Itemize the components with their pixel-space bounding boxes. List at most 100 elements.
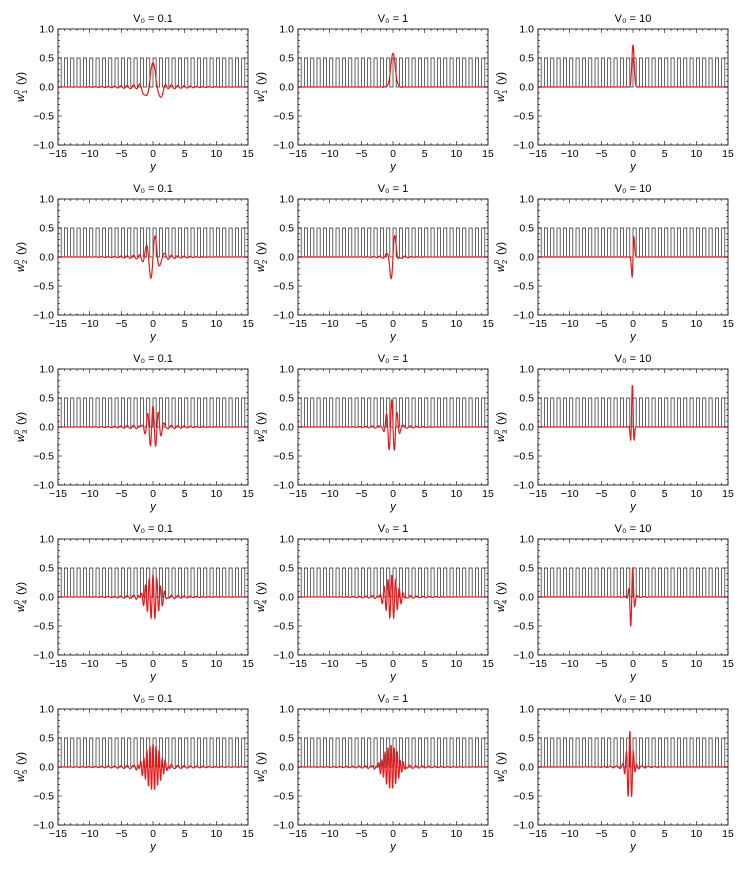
y-label-sub: 2 [500,260,509,264]
y-tick-label: 1.0 [39,534,54,546]
x-tick-label: 5 [662,828,668,840]
y-label-sub: 4 [20,600,29,604]
x-tick-label: −5 [355,828,367,840]
x-tick-label: −5 [595,658,607,670]
panel-title: V₀ = 1 [378,13,409,25]
y-tick-label: 1.0 [519,364,534,376]
y-label-base: w [495,263,507,272]
x-tick-label: 0 [150,828,156,840]
x-tick-label: −10 [81,318,99,330]
panel-r1c2: −15 −10 −5 0 5 10 15 −1.0 −0.5 0.0 0.5 1.0 V₀ = 10 y w… [492,183,734,343]
x-tick-label: −15 [49,148,67,160]
x-axis-label: y [389,671,397,683]
x-tick-label: −5 [115,658,127,670]
y-tick-label: 0.0 [519,252,534,264]
y-label-tail: (y) [15,582,27,598]
y-tick-label: 0.5 [519,563,534,575]
x-tick-label: 5 [662,658,668,670]
y-tick-label: −1.0 [513,480,534,492]
x-tick-label: 0 [150,318,156,330]
x-tick-label: −10 [321,828,339,840]
y-tick-label: 0.0 [279,82,294,94]
y-axis-label: w20 (y) [12,242,29,272]
x-tick-label: 5 [422,658,428,670]
y-tick-label: 1.0 [39,704,54,716]
y-tick-label: −0.5 [273,791,294,803]
x-tick-label: −5 [595,148,607,160]
panel-title: V₀ = 0.1 [133,523,173,535]
x-tick-label: 0 [390,488,396,500]
x-tick-label: −10 [321,318,339,330]
potential-line [58,397,248,428]
x-axis-label: y [389,331,397,343]
y-label-tail: (y) [495,582,507,598]
y-tick-label: −1.0 [273,480,294,492]
y-tick-label: −0.5 [513,791,534,803]
wannier-line [538,385,728,442]
y-axis-label: w30 (y) [12,412,29,442]
y-label-sup: 0 [492,600,501,604]
x-tick-label: 5 [182,488,188,500]
panel-title: V₀ = 1 [378,183,409,195]
x-tick-label: 10 [450,658,462,670]
y-label-tail: (y) [495,72,507,88]
y-label-sub: 5 [500,770,509,774]
y-tick-label: 1.0 [39,364,54,376]
y-tick-label: 0.0 [519,592,534,604]
y-tick-label: −0.5 [33,791,54,803]
wannier-line [298,52,488,88]
x-tick-label: 0 [390,148,396,160]
x-axis-label: y [149,331,157,343]
x-tick-label: 15 [242,318,254,330]
y-label-base: w [255,603,267,612]
x-tick-label: −5 [355,488,367,500]
y-label-sup: 0 [12,430,21,434]
x-tick-label: −15 [49,658,67,670]
y-label-sup: 0 [12,770,21,774]
y-tick-label: 0.5 [279,733,294,745]
y-tick-label: −1.0 [513,310,534,322]
y-tick-label: 0.5 [519,393,534,405]
x-tick-label: 10 [210,828,222,840]
y-label-sup: 0 [12,600,21,604]
wannier-line [58,572,248,621]
y-axis-label: w10 (y) [252,72,269,102]
y-label-tail: (y) [15,752,27,768]
y-tick-label: 1.0 [519,704,534,716]
x-tick-label: −5 [595,828,607,840]
panel-r1c0: −15 −10 −5 0 5 10 15 −1.0 −0.5 0.0 0.5 1.0 V₀ = 0.1 y… [12,183,254,343]
y-tick-label: 0.5 [279,223,294,235]
panel-title: V₀ = 1 [378,523,409,535]
x-axis-label: y [629,161,637,173]
panel-r4c0: −15 −10 −5 0 5 10 15−1.0−0.50.00.51.0V₀ = 0.1y… [12,693,254,853]
wannier-line [538,235,728,279]
y-label-base: w [495,433,507,442]
y-label-tail: (y) [495,242,507,258]
x-tick-label: 5 [422,488,428,500]
y-tick-label: 0.5 [519,223,534,235]
x-tick-label: −15 [289,658,307,670]
y-tick-label: 0.5 [279,563,294,575]
panel-title: V₀ = 0.1 [133,353,173,365]
x-axis-label: y [149,841,157,853]
panel-title: V₀ = 0.1 [133,693,173,705]
panel-title: V₀ = 10 [615,353,652,365]
x-axis-label: y [629,501,637,513]
y-tick-label: 0.5 [39,223,54,235]
y-tick-label: 1.0 [279,364,294,376]
x-tick-label: 0 [150,488,156,500]
y-axis-label: w40 (y) [12,582,29,612]
y-tick-label: −1.0 [273,140,294,152]
x-tick-label: 0 [630,148,636,160]
wannier-line [58,404,248,447]
y-tick-label: 0.0 [279,252,294,264]
y-label-base: w [255,93,267,102]
x-tick-label: 5 [422,318,428,330]
y-tick-label: −0.5 [33,451,54,463]
x-tick-label: 10 [450,148,462,160]
y-label-sup: 0 [252,600,261,604]
x-tick-label: 10 [210,488,222,500]
x-tick-label: −15 [49,318,67,330]
y-label-base: w [255,263,267,272]
